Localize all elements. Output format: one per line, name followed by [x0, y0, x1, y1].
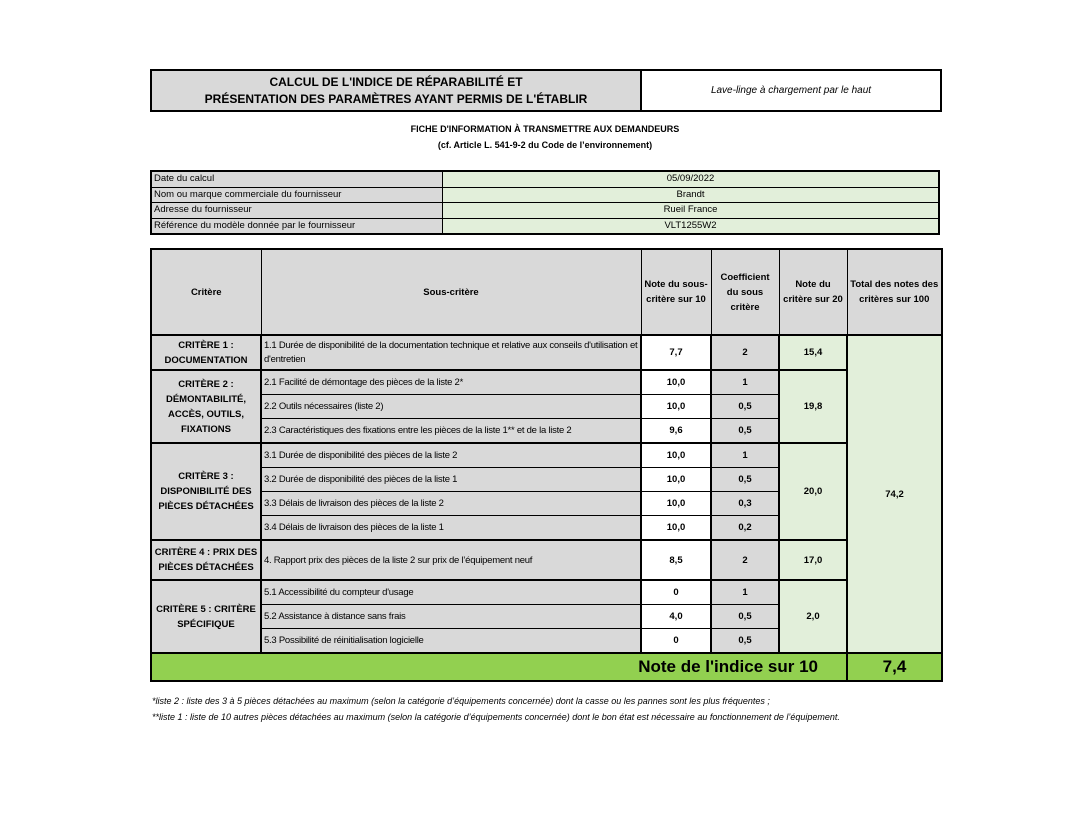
info-value: 05/09/2022 [442, 170, 940, 188]
sub-criterion: 3.2 Durée de disponibilité des pièces de… [260, 467, 642, 492]
criterion-score: 19,8 [778, 369, 848, 444]
sub-coef: 0,2 [710, 515, 780, 541]
sub-criterion: 3.1 Durée de disponibilité des pièces de… [260, 442, 642, 468]
final-score-label: Note de l'indice sur 10 [150, 652, 848, 682]
sub-criterion: 2.2 Outils nécessaires (liste 2) [260, 394, 642, 419]
sub-note: 7,7 [640, 334, 712, 371]
table-row: 3.3 Délais de livraison des pièces de la… [151, 491, 942, 516]
subtitle-line-2: (cf. Article L. 541-9-2 du Code de l’env… [437, 140, 653, 150]
sub-criterion: 5.2 Assistance à distance sans frais [260, 604, 642, 629]
table-row: CRITÈRE 4 : PRIX DES PIÈCES DÉTACHÉES 4.… [150, 539, 942, 581]
sub-note: 10,0 [640, 491, 712, 516]
info-row: Date du calcul 05/09/2022 [150, 170, 940, 188]
criterion-score: 15,4 [778, 334, 848, 371]
sub-coef: 2 [710, 539, 780, 581]
sub-note: 10,0 [640, 394, 712, 419]
table-row: 3.4 Délais de livraison des pièces de la… [151, 515, 942, 541]
supplier-info-table: Date du calcul 05/09/2022 Nom ou marque c… [150, 170, 940, 235]
sub-note: 9,6 [640, 418, 712, 444]
info-label: Adresse du fournisseur [150, 202, 443, 219]
sub-criterion: 5.3 Possibilité de réinitialisation logi… [260, 628, 642, 654]
criterion-score: 17,0 [778, 539, 848, 581]
info-label: Nom ou marque commerciale du fournisseur [150, 186, 443, 203]
criterion-name: CRITÈRE 1 : DOCUMENTATION [150, 334, 262, 371]
sub-criterion: 2.1 Facilité de démontage des pièces de … [260, 369, 642, 395]
repairability-table: Critère Sous-critère Note du sous-critèr… [150, 248, 943, 682]
criterion-name: CRITÈRE 3 : DISPONIBILITÉ DES PIÈCES DÉT… [150, 442, 262, 541]
sub-coef: 1 [710, 442, 780, 468]
table-row: CRITÈRE 3 : DISPONIBILITÉ DES PIÈCES DÉT… [150, 442, 942, 541]
sub-coef: 0,5 [710, 628, 780, 654]
title-line-1: CALCUL DE L'INDICE DE RÉPARABILITÉ ET [269, 74, 523, 89]
sub-note: 0 [640, 579, 712, 605]
criterion-score: 2,0 [778, 579, 848, 654]
table-row: 2.2 Outils nécessaires (liste 2) 10,0 0,… [151, 394, 942, 419]
table-row: 2.3 Caractéristiques des fixations entre… [151, 418, 942, 444]
sub-criterion: 2.3 Caractéristiques des fixations entre… [260, 418, 642, 444]
table-row: CRITÈRE 2 : DÉMONTABILITÉ, ACCÈS, OUTILS… [150, 369, 942, 444]
info-row: Adresse du fournisseur Rueil France [150, 202, 940, 219]
table-row: 5.3 Possibilité de réinitialisation logi… [151, 628, 942, 654]
sub-coef: 0,5 [710, 418, 780, 444]
table-row: 5.2 Assistance à distance sans frais 4,0… [151, 604, 942, 629]
subtitle-line-1: FICHE D'INFORMATION À TRANSMETTRE AUX DE… [410, 124, 680, 134]
sub-coef: 0,5 [710, 394, 780, 419]
table-row: CRITÈRE 5 : CRITÈRE SPÉCIFIQUE 5.1 Acces… [150, 579, 942, 654]
total-score: 74,2 [846, 334, 943, 654]
info-value: Brandt [442, 186, 940, 203]
sub-criterion: 3.4 Délais de livraison des pièces de la… [260, 515, 642, 541]
info-row: Référence du modèle donnée par le fourni… [150, 217, 940, 235]
info-value: Rueil France [442, 202, 940, 219]
col-header-coefficient: Coefficient du sous critère [710, 248, 780, 336]
sub-note: 10,0 [640, 369, 712, 395]
header-row: Critère Sous-critère Note du sous-critèr… [150, 248, 943, 336]
criterion-name: CRITÈRE 2 : DÉMONTABILITÉ, ACCÈS, OUTILS… [150, 369, 262, 444]
sub-criterion: 3.3 Délais de livraison des pièces de la… [260, 491, 642, 516]
col-header-total: Total des notes des critères sur 100 [846, 248, 943, 336]
sub-note: 10,0 [640, 442, 712, 468]
sub-note: 8,5 [640, 539, 712, 581]
info-label: Date du calcul [150, 170, 443, 188]
info-row: Nom ou marque commerciale du fournisseur… [150, 186, 940, 203]
criterion-name: CRITÈRE 5 : CRITÈRE SPÉCIFIQUE [150, 579, 262, 654]
document-header: CALCUL DE L'INDICE DE RÉPARABILITÉ ET PR… [150, 69, 942, 112]
sub-coef: 1 [710, 579, 780, 605]
sub-coef: 1 [710, 369, 780, 395]
col-header-note-critere: Note du critère sur 20 [778, 248, 848, 336]
criterion-name: CRITÈRE 4 : PRIX DES PIÈCES DÉTACHÉES [150, 539, 262, 581]
product-category: Lave-linge à chargement par le haut [710, 85, 872, 96]
footnote-list-2: *liste 2 : liste des 3 à 5 pièces détach… [152, 696, 770, 706]
title-line-2: PRÉSENTATION DES PARAMÈTRES AYANT PERMIS… [204, 91, 588, 106]
sub-coef: 2 [710, 334, 780, 371]
sub-note: 0 [640, 628, 712, 654]
table-row: CRITÈRE 1 : DOCUMENTATION 1.1 Durée de d… [150, 334, 943, 654]
sub-coef: 0,5 [710, 467, 780, 492]
info-label: Référence du modèle donnée par le fourni… [150, 217, 443, 235]
sub-criterion: 4. Rapport prix des pièces de la liste 2… [260, 539, 642, 581]
sub-criterion: 5.1 Accessibilité du compteur d'usage [260, 579, 642, 605]
table-row: 3.2 Durée de disponibilité des pièces de… [151, 467, 942, 492]
sub-note: 10,0 [640, 467, 712, 492]
sub-criterion: 1.1 Durée de disponibilité de la documen… [260, 334, 642, 371]
sub-coef: 0,3 [710, 491, 780, 516]
document-title: CALCUL DE L'INDICE DE RÉPARABILITÉ ET PR… [152, 71, 642, 110]
footnote-list-1: **liste 1 : liste de 10 autres pièces dé… [152, 712, 840, 722]
criterion-score: 20,0 [778, 442, 848, 541]
final-score-row: Note de l'indice sur 10 7,4 [150, 652, 943, 682]
sub-note: 4,0 [640, 604, 712, 629]
sub-coef: 0,5 [710, 604, 780, 629]
final-score-value: 7,4 [846, 652, 943, 682]
col-header-critere: Critère [150, 248, 262, 336]
col-header-sous-critere: Sous-critère [260, 248, 642, 336]
info-value: VLT1255W2 [442, 217, 940, 235]
sub-note: 10,0 [640, 515, 712, 541]
col-header-note-sous-critere: Note du sous-critère sur 10 [640, 248, 712, 336]
